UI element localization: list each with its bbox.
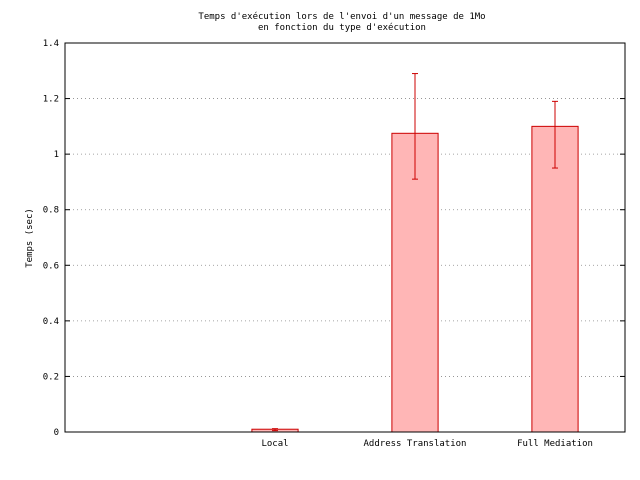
y-tick-label: 0.2 [43, 372, 59, 382]
grid-lines [65, 98, 625, 377]
x-tick-label: Address Translation [364, 439, 467, 449]
y-axis-label: Temps (sec) [25, 208, 35, 268]
x-tick-label: Full Mediation [517, 439, 593, 449]
chart-title: Temps d'exécution lors de l'envoi d'un m… [198, 11, 485, 22]
bar [531, 125, 579, 433]
y-tick-label: 1.2 [43, 95, 59, 105]
y-tick-label: 0.8 [43, 206, 59, 216]
y-tick-label: 1.4 [43, 39, 59, 49]
bars [251, 73, 579, 433]
axis-ticks: 0 0.2 0.4 0.6 0.8 1 1.2 1.4 Local Address Transla… [43, 39, 625, 449]
x-tick-label: Local [261, 439, 288, 449]
plot-frame [64, 42, 626, 433]
y-tick-label: 0.6 [43, 261, 59, 271]
y-tick-label: 0.4 [43, 317, 59, 327]
bar [391, 132, 439, 433]
chart-subtitle: en fonction du type d'exécution [258, 22, 426, 33]
y-tick-label: 0 [54, 428, 59, 438]
y-tick-label: 1 [54, 150, 59, 160]
